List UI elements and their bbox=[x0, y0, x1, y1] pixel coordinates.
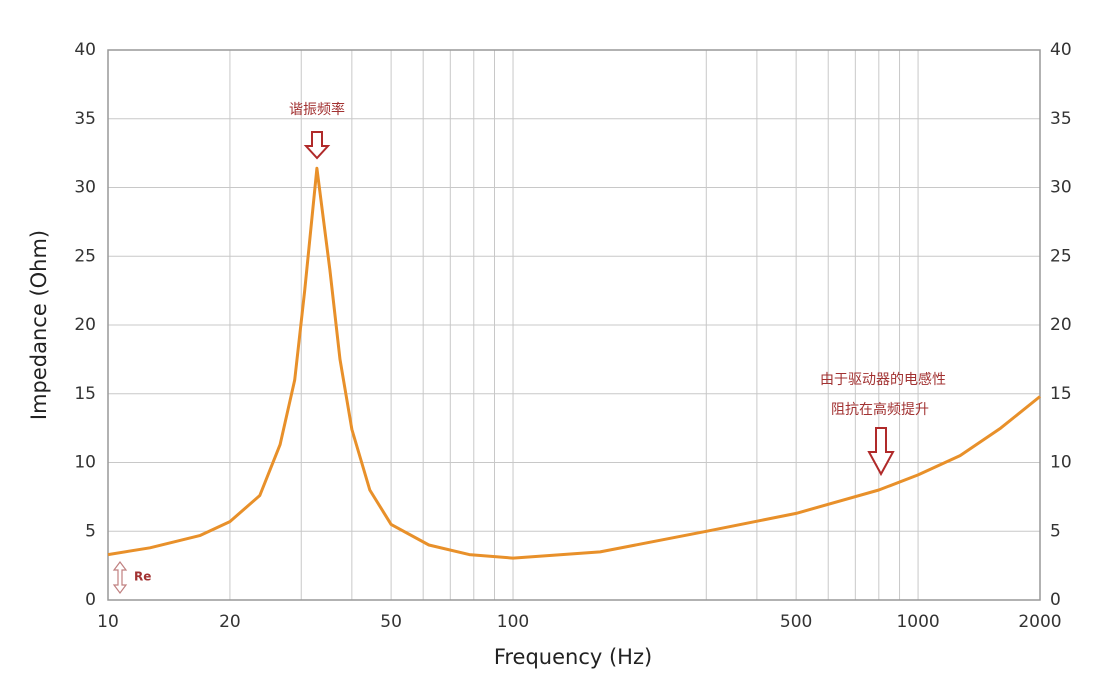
y-tick-label: 30 bbox=[74, 178, 96, 198]
re-arrow bbox=[112, 561, 128, 594]
y2-tick-label: 20 bbox=[1050, 315, 1072, 335]
y-tick-label: 25 bbox=[74, 246, 96, 266]
y2-tick-label: 5 bbox=[1050, 521, 1061, 541]
annotation: 阻抗在高频提升 bbox=[831, 401, 929, 418]
y2-tick-label: 15 bbox=[1050, 384, 1072, 404]
annotation: 谐振频率 bbox=[289, 101, 345, 118]
annotation-arrow bbox=[303, 131, 331, 160]
x-tick-label: 100 bbox=[497, 612, 529, 632]
re-label: Re bbox=[134, 570, 151, 584]
x-tick-label: 50 bbox=[380, 612, 402, 632]
x-tick-label: 500 bbox=[780, 612, 812, 632]
y-tick-label: 40 bbox=[74, 40, 96, 60]
y-tick-label: 0 bbox=[85, 590, 96, 610]
y2-tick-label: 40 bbox=[1050, 40, 1072, 60]
y-axis-title: Impedance (Ohm) bbox=[27, 230, 51, 420]
y2-tick-label: 0 bbox=[1050, 590, 1061, 610]
annotation: 由于驱动器的电感性 bbox=[820, 371, 946, 388]
y-tick-label: 15 bbox=[74, 384, 96, 404]
y-tick-label: 35 bbox=[74, 109, 96, 129]
y-tick-label: 20 bbox=[74, 315, 96, 335]
impedance-line bbox=[107, 166, 1041, 560]
x-tick-label: 1000 bbox=[896, 612, 939, 632]
y-tick-label: 5 bbox=[85, 521, 96, 541]
x-tick-label: 10 bbox=[97, 612, 119, 632]
y2-tick-label: 25 bbox=[1050, 246, 1072, 266]
y2-tick-label: 35 bbox=[1050, 109, 1072, 129]
y2-tick-label: 10 bbox=[1050, 453, 1072, 473]
annotation-arrow bbox=[867, 427, 895, 477]
y-tick-label: 10 bbox=[74, 453, 96, 473]
x-axis-title: Frequency (Hz) bbox=[494, 645, 652, 669]
x-tick-label: 2000 bbox=[1018, 612, 1061, 632]
plot-frame bbox=[107, 49, 1041, 601]
x-tick-label: 20 bbox=[219, 612, 241, 632]
y2-tick-label: 30 bbox=[1050, 178, 1072, 198]
